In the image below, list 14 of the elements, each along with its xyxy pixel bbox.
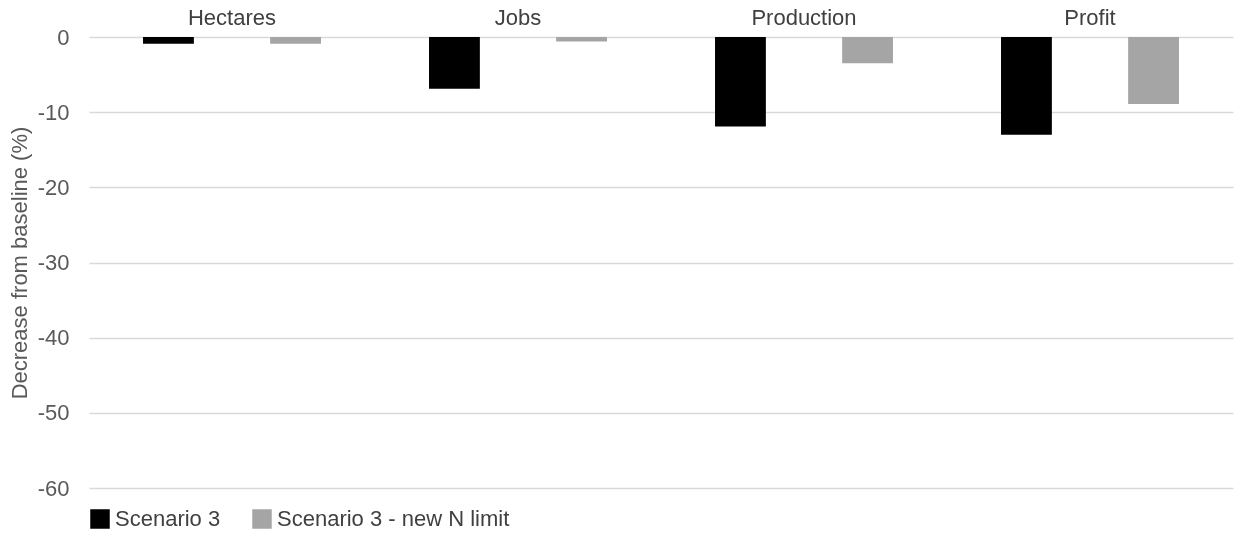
y-tick-label: -50 (37, 400, 70, 426)
legend-label: Scenario 3 (115, 506, 221, 531)
x-tick-label: Hectares (187, 4, 277, 30)
y-tick-label: 0 (57, 24, 70, 50)
y-tick-label: -20 (37, 174, 70, 200)
x-tick-label: Production (751, 4, 857, 30)
y-axis-title: Decrease from baseline (%) (6, 126, 32, 400)
y-tick-label: -40 (37, 325, 70, 351)
y-tick-label: -60 (37, 475, 70, 501)
legend-label: Scenario 3 - new N limit (277, 506, 510, 531)
x-tick-label: Profit (1064, 4, 1116, 30)
y-tick-label: -30 (37, 250, 70, 275)
y-tick-label: -10 (37, 99, 70, 125)
x-tick-label: Jobs (494, 4, 542, 30)
